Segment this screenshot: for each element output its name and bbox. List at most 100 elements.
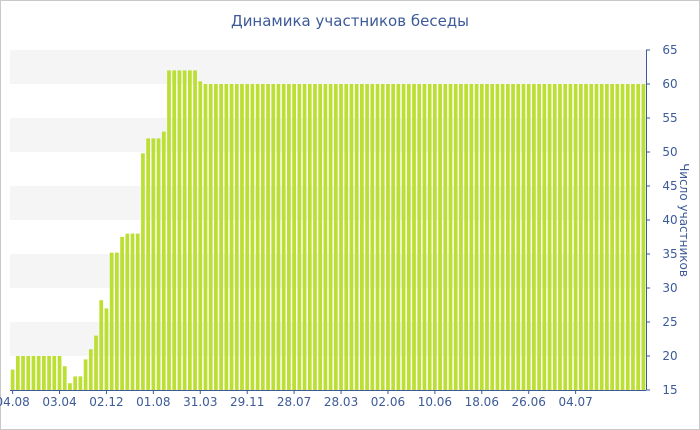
bar (151, 138, 156, 390)
bar (214, 84, 218, 390)
bar (500, 84, 505, 390)
bar (328, 84, 333, 390)
bar (386, 84, 390, 390)
bar (156, 138, 161, 390)
bar (589, 84, 594, 390)
bar (292, 84, 296, 390)
bar (453, 84, 458, 390)
bar (552, 84, 557, 390)
bar (432, 84, 437, 390)
x-tick-label: 31.03 (183, 395, 217, 409)
y-tick-label: 20 (662, 349, 677, 363)
bar (495, 84, 500, 390)
bar (114, 252, 119, 390)
bar (104, 308, 109, 390)
bar (380, 84, 385, 390)
bar (229, 84, 234, 390)
bar (271, 84, 276, 390)
y-tick-label: 45 (662, 179, 677, 193)
y-tick-label: 15 (662, 383, 677, 397)
bar (578, 84, 583, 390)
bar (474, 84, 479, 390)
bar (406, 84, 411, 390)
bar (83, 359, 88, 390)
bar (469, 84, 474, 390)
bar (167, 70, 171, 391)
bar (281, 84, 286, 390)
bar (354, 84, 359, 390)
bar (542, 84, 547, 390)
bar (52, 356, 57, 390)
bar (605, 84, 609, 390)
bar (615, 84, 620, 390)
x-tick-label: 02.06 (371, 395, 405, 409)
bar (135, 233, 140, 390)
bar (631, 84, 635, 390)
bar (161, 131, 166, 390)
bar (537, 84, 541, 390)
bar (15, 356, 20, 390)
bar (94, 335, 98, 390)
bar (10, 369, 15, 390)
bar (99, 300, 104, 390)
bar (42, 356, 46, 390)
bar (193, 70, 197, 391)
x-tick-label: 29.11 (230, 395, 264, 409)
bar (391, 84, 396, 390)
bar (307, 84, 312, 390)
bar (464, 84, 469, 390)
bar (558, 84, 562, 390)
x-tick-label: 04.08 (0, 395, 30, 409)
bar (260, 84, 265, 390)
bar (625, 84, 630, 390)
bar (318, 84, 323, 390)
bar (73, 376, 78, 390)
y-tick-label: 50 (662, 145, 677, 159)
bar (422, 84, 427, 390)
bar (219, 84, 223, 390)
grid-band (10, 50, 646, 84)
bar (412, 84, 416, 390)
bar (396, 84, 401, 390)
bar (344, 84, 349, 390)
bar (610, 84, 614, 390)
y-tick-label: 35 (662, 247, 677, 261)
bar (120, 237, 124, 390)
bar (182, 70, 187, 391)
bar (516, 84, 521, 390)
bar (297, 84, 302, 390)
y-tick-label: 40 (662, 213, 677, 227)
bar (370, 84, 375, 390)
bar (31, 356, 36, 390)
bar (208, 84, 213, 390)
bar (130, 233, 135, 390)
bar (365, 84, 369, 390)
bar (636, 84, 641, 390)
bar (448, 84, 453, 390)
bar (266, 84, 270, 390)
x-tick-label: 28.03 (324, 395, 358, 409)
bar (250, 84, 255, 390)
x-tick-label: 03.04 (42, 395, 76, 409)
y-tick-label: 25 (662, 315, 677, 329)
bar (401, 84, 406, 390)
y-axis-title: Число участников (677, 163, 691, 277)
x-tick-label: 01.08 (136, 395, 170, 409)
bar (198, 81, 203, 390)
bar (141, 153, 145, 390)
bar (427, 84, 432, 390)
bar (323, 84, 328, 390)
bar (521, 84, 526, 390)
bar (177, 70, 182, 391)
bar (641, 84, 646, 390)
bar (584, 84, 588, 390)
bar (594, 84, 599, 390)
bar (234, 84, 239, 390)
bar (339, 84, 343, 390)
bar (563, 84, 568, 390)
bar (21, 356, 25, 390)
bar (240, 84, 244, 390)
bar (26, 356, 31, 390)
chart-title: Динамика участников беседы (230, 12, 470, 30)
